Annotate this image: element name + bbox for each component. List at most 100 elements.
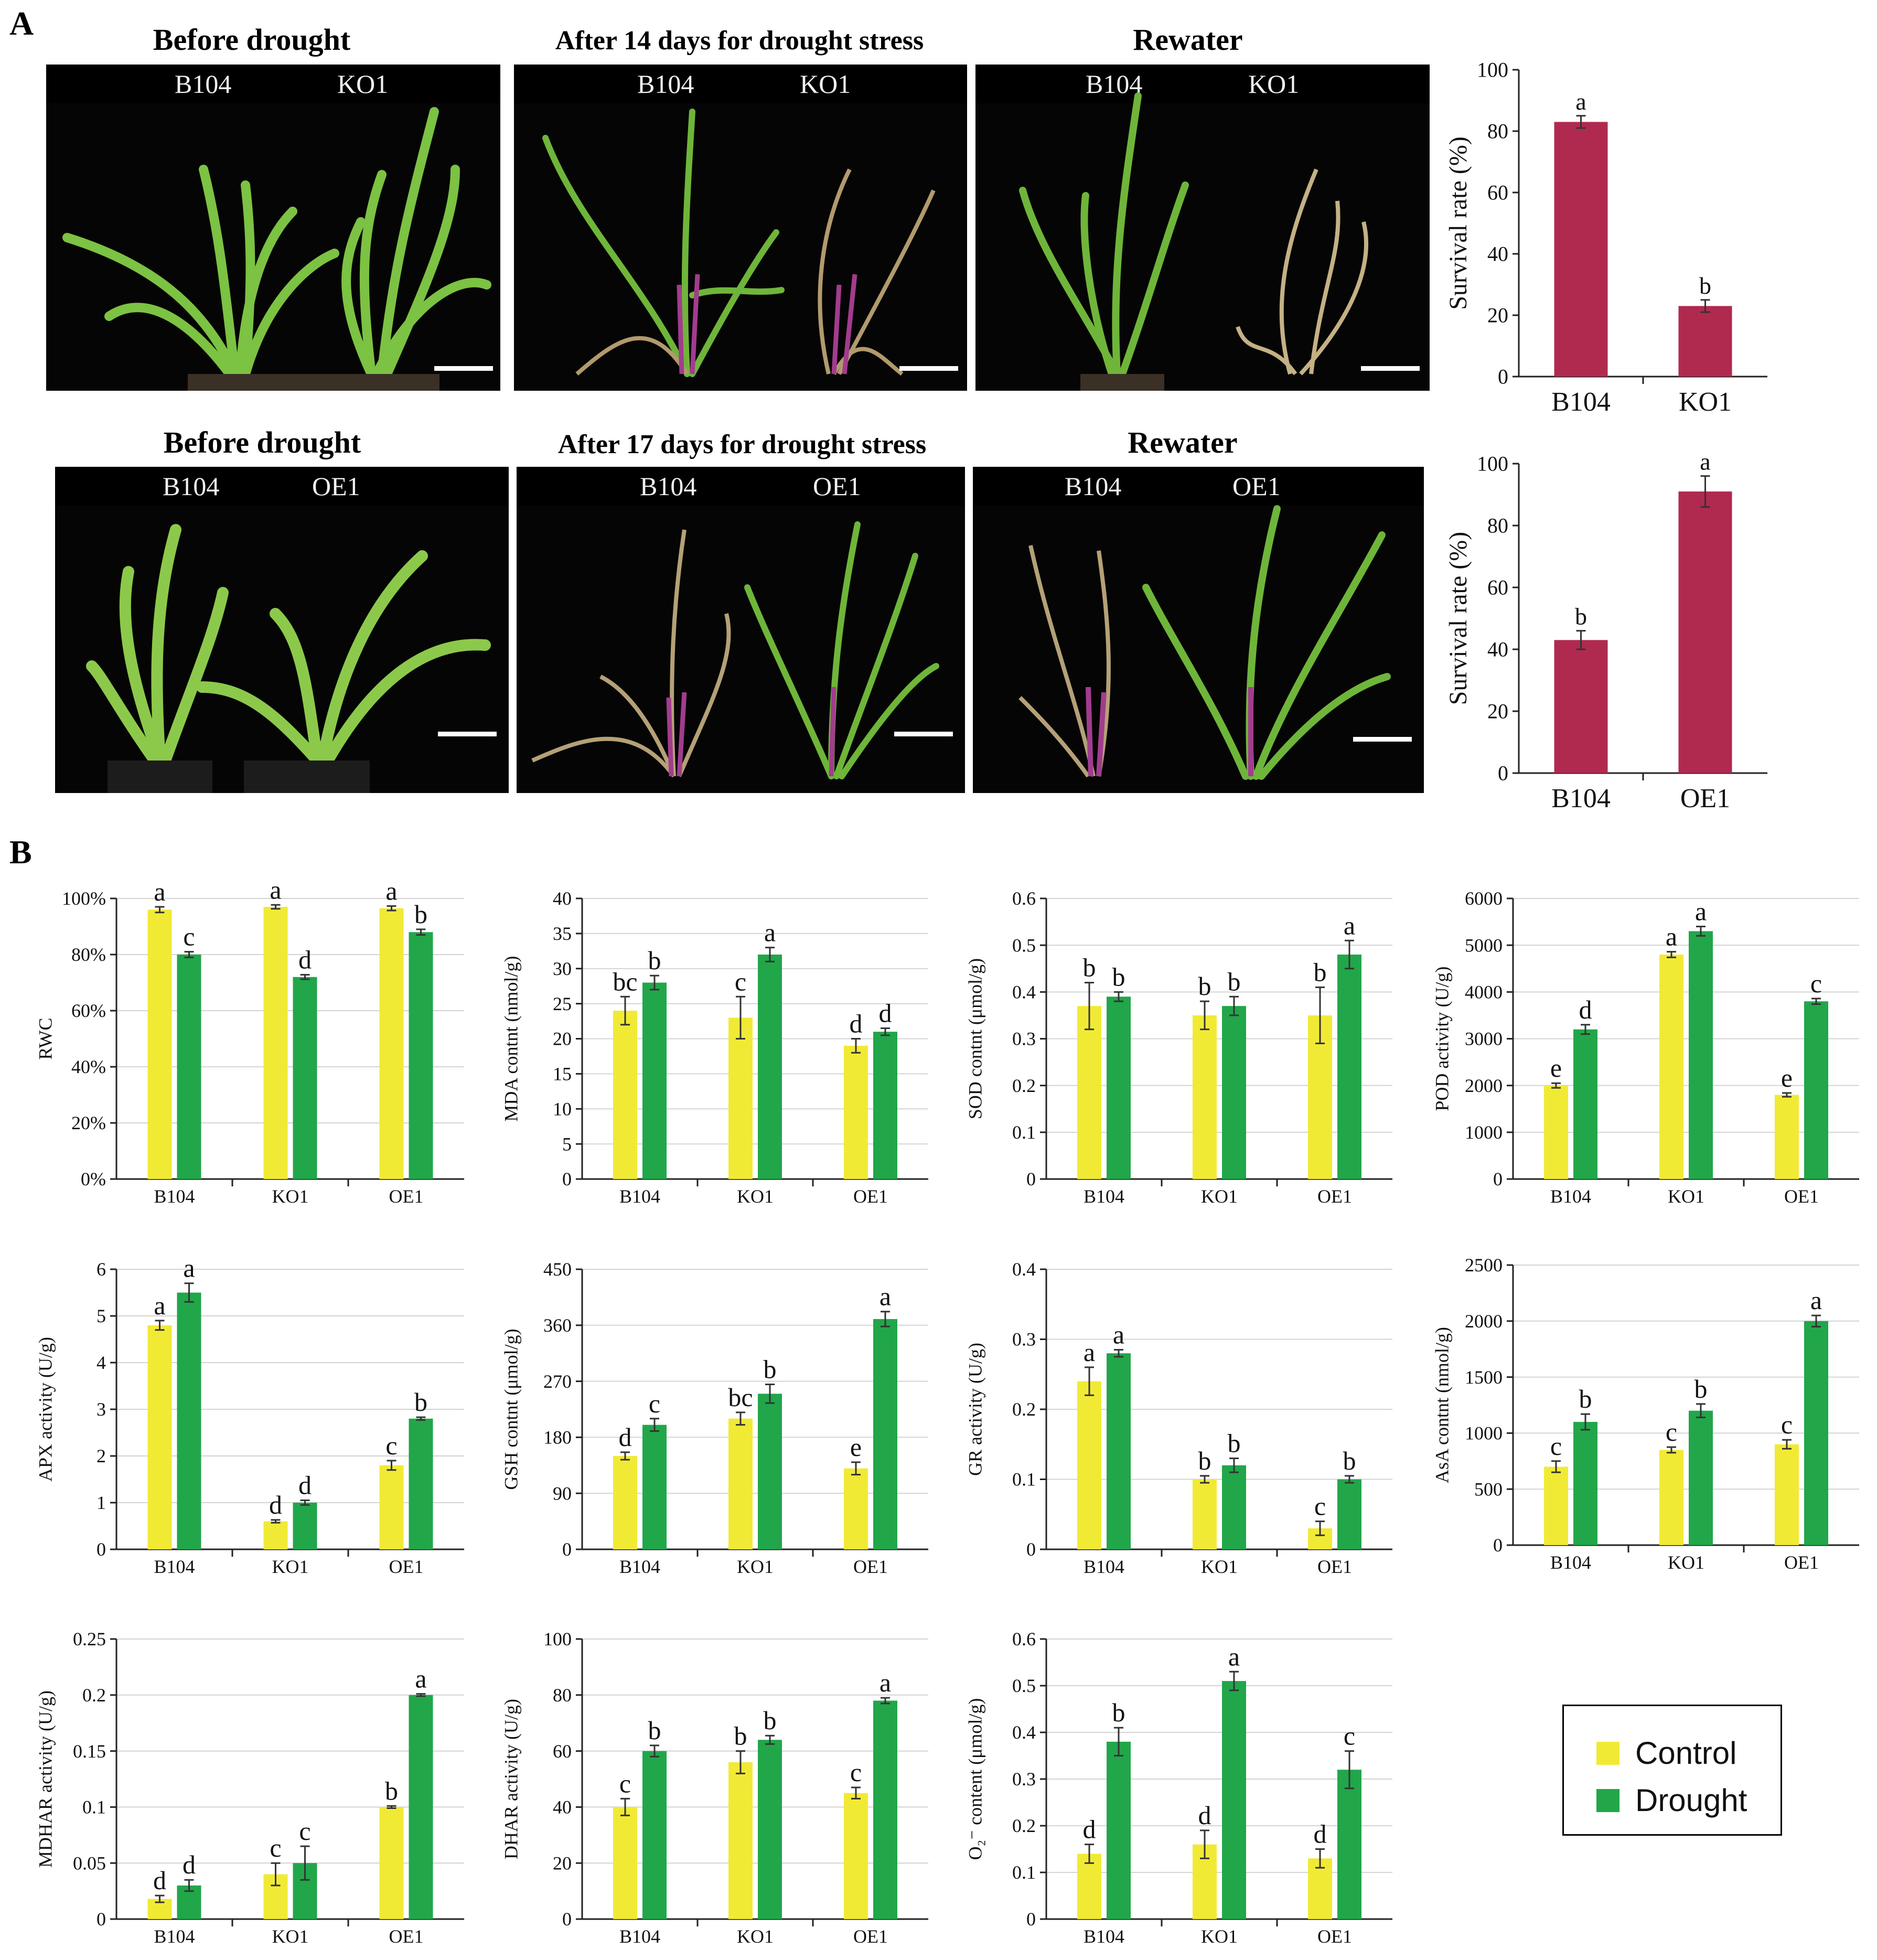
y-tick-label: 5 [96,1305,106,1326]
y-tick-label: 1500 [1465,1367,1503,1388]
error-bar [1085,982,1094,1031]
bar-b104-drought [642,1751,667,1919]
x-tick-label: B104 [1550,1186,1591,1207]
x-tick-label: OE1 [1680,784,1730,813]
significance-letter: b [734,1721,747,1751]
error-bar [736,995,745,1040]
error-bar [416,1693,426,1697]
y-tick-label: 10 [553,1098,572,1119]
significance-letter: c [1781,1410,1793,1439]
photo-label: OE1 [312,472,360,501]
x-tick-label: KO1 [1201,1556,1238,1577]
y-tick-label: 100 [543,1629,572,1650]
y-tick-label: 60 [1487,576,1508,599]
x-tick-label: OE1 [853,1926,888,1947]
y-tick-label: 20 [553,1029,572,1049]
significance-letter: c [1314,1492,1326,1521]
error-bar [1700,475,1710,508]
error-bar [851,1786,861,1800]
y-tick-label: 0 [96,1539,106,1560]
x-tick-label: B104 [1551,387,1611,417]
significance-letter: c [299,1816,310,1846]
x-tick-label: KO1 [272,1926,309,1947]
y-axis-label: APX activity (U/g) [35,1337,56,1482]
y-tick-label: 0 [562,1169,572,1190]
y-tick-label: 0 [1493,1169,1503,1190]
y-tick-label: 0.4 [1012,1722,1036,1743]
bar-oe1-drought [409,932,433,1179]
significance-letter: d [1198,1801,1211,1830]
y-tick-label: 40 [1487,638,1508,661]
bar-ko1-control [1659,1450,1683,1545]
y-axis-label: Survival rate (%) [1444,136,1472,310]
error-bar [881,1697,890,1705]
y-tick-label: 180 [543,1427,572,1448]
y-tick-label: 0.1 [1012,1122,1036,1143]
y-tick-label: 20 [1487,304,1508,327]
bar-oe1-drought [1337,1479,1361,1549]
significance-letter: c [385,1431,397,1460]
y-tick-label: 90 [553,1483,572,1504]
y-tick-label: 0.4 [1012,1259,1036,1280]
chart-mdhar: 0 0.05 0.1 0.15 0.2 0.25 MDHAR activity (U/g) B… [35,1629,464,1947]
y-tick-label: 1000 [1465,1122,1503,1143]
bar-b104-control [1544,1466,1568,1545]
significance-letter: bc [728,1383,753,1412]
error-bar [1667,951,1676,958]
bar-oe1-control [1775,1095,1799,1179]
significance-letter: b [385,1776,398,1805]
x-tick-label: B104 [1551,784,1611,813]
y-tick-label: 0.3 [1012,1029,1036,1049]
x-tick-label: OE1 [389,1556,424,1577]
error-bar [1085,1366,1094,1396]
y-tick-label: 2000 [1465,1311,1503,1332]
y-axis-label: RWC [35,1018,56,1059]
significance-letter: b [1198,1446,1211,1475]
bar-oe1-drought [1337,955,1361,1179]
bar-ko1-drought [758,1394,782,1549]
bar-b104-drought [642,1425,667,1549]
photo-before-drought-ko: B104 KO1 [46,65,500,391]
error-bar [1345,939,1354,970]
error-bar [1576,630,1586,650]
significance-letter: d [1579,995,1592,1024]
photo-drought-14-ko: B104 KO1 [514,65,967,391]
scale-bar [1353,737,1412,742]
bar-oe1-drought [873,1319,897,1549]
bar-oe1-drought [409,1418,433,1549]
y-axis-label: AsA contnt (nmol/g) [1431,1327,1452,1483]
photo-title-3: Rewater [1133,23,1243,57]
y-tick-label: 2000 [1465,1075,1503,1096]
legend: Control Drought [1562,1705,1782,1836]
error-bar [650,1418,659,1432]
y-tick-label: 5000 [1465,935,1503,956]
x-tick-label: B104 [1550,1552,1591,1573]
bar-b104-control [147,909,172,1179]
error-bar [1315,986,1325,1044]
x-tick-label: OE1 [389,1926,424,1947]
y-tick-label: 0.1 [82,1797,106,1818]
significance-letter: b [1112,962,1125,991]
error-bar [155,906,165,914]
significance-letter: a [1810,1286,1822,1315]
y-tick-label: 0.1 [1012,1469,1036,1490]
significance-letter: d [298,1471,312,1500]
y-tick-label: 0 [1493,1535,1503,1556]
x-tick-label: KO1 [737,1926,774,1947]
x-tick-label: OE1 [853,1186,888,1207]
x-tick-label: B104 [1084,1186,1124,1207]
chart-survival-oe: 0 20 40 60 80 100 Survival rate (%) B104 b OE1 a [1444,448,1767,813]
x-tick-label: KO1 [1201,1186,1238,1207]
significance-letter: d [183,1850,196,1879]
x-tick-label: KO1 [1668,1552,1704,1573]
legend-swatch-drought [1596,1788,1619,1812]
photo-rewater-ko: B104 KO1 [975,65,1430,391]
photo-title-4: Before drought [163,425,361,459]
x-tick-label: KO1 [1679,387,1732,417]
significance-letter: bc [613,967,637,996]
error-bar [271,904,281,910]
photo-label: B104 [640,472,697,501]
bar-b104-drought [177,1292,201,1549]
